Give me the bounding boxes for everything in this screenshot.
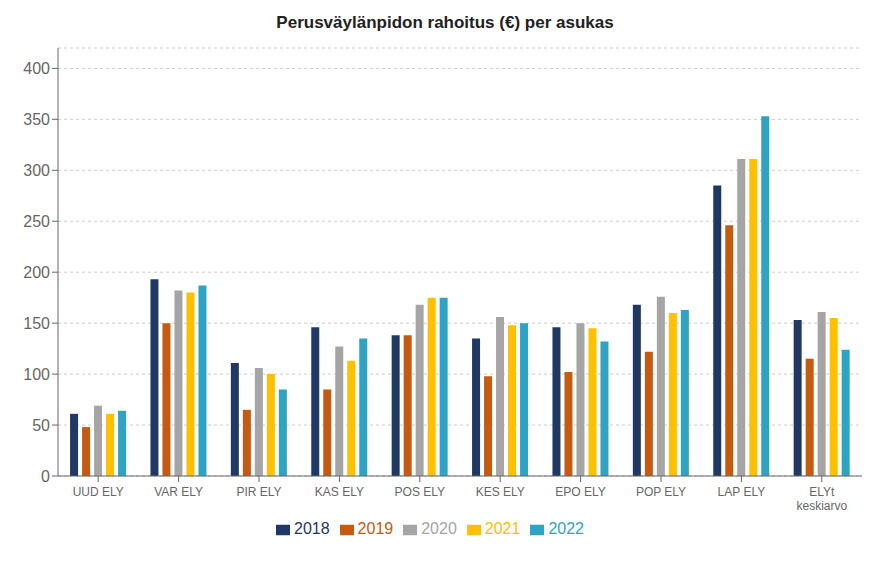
svg-text:PIR ELY: PIR ELY [236, 485, 281, 499]
svg-text:400: 400 [23, 60, 50, 77]
html-text:2020: 2020 [421, 520, 457, 537]
html-text:2019: 2019 [357, 520, 394, 537]
svg-text:250: 250 [23, 213, 50, 230]
svg-text:100: 100 [23, 366, 50, 383]
svg-text:EPO ELY: EPO ELY [555, 485, 605, 499]
html-text:2022: 2022 [548, 520, 584, 537]
svg-text:150: 150 [23, 315, 50, 332]
svg-text:50: 50 [32, 417, 50, 434]
html-text:2021: 2021 [484, 520, 521, 537]
svg-text:KES ELY: KES ELY [476, 485, 525, 499]
svg-text:UUD ELY: UUD ELY [73, 485, 124, 499]
svg-text:300: 300 [23, 162, 50, 179]
svg-text:VAR ELY: VAR ELY [154, 485, 203, 499]
svg-text:POS ELY: POS ELY [395, 485, 445, 499]
svg-text:POP ELY: POP ELY [636, 485, 686, 499]
svg-text:350: 350 [23, 111, 50, 128]
svg-text:ELYtkeskiarvo: ELYtkeskiarvo [796, 485, 847, 513]
svg-text:0: 0 [41, 468, 50, 485]
svg-text:200: 200 [23, 264, 50, 281]
html-text:2018: 2018 [294, 520, 330, 537]
svg-text:KAS ELY: KAS ELY [315, 485, 364, 499]
html-text:Perusväylänpidon rahoitus (€): Perusväylänpidon rahoitus (€) per asukas [276, 13, 614, 32]
svg-text:LAP ELY: LAP ELY [718, 485, 766, 499]
